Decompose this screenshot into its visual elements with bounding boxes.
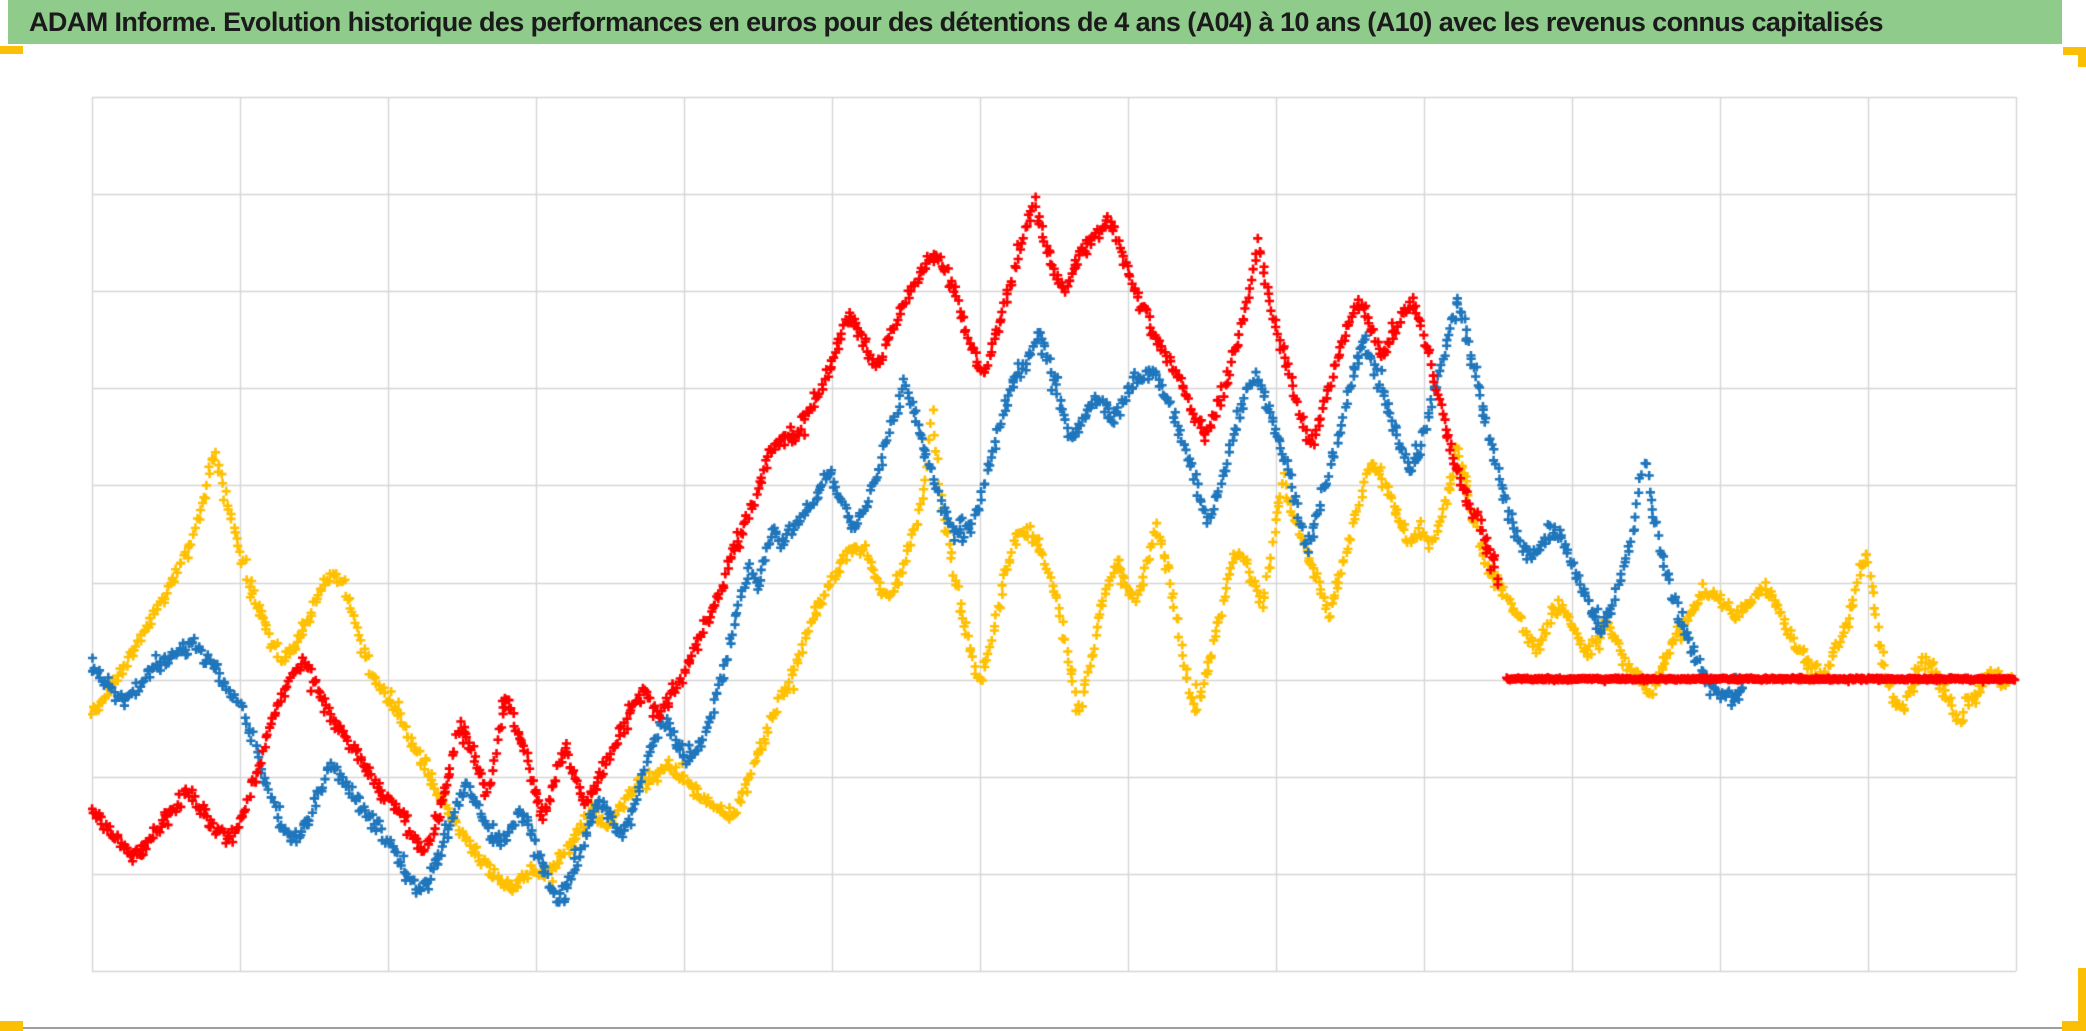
selection-handle-bottom-left[interactable] xyxy=(0,1021,23,1031)
selection-handle-top-right-vertical[interactable] xyxy=(2078,47,2086,67)
selection-handle-bottom-right-vertical[interactable] xyxy=(2078,968,2086,1031)
sheet-bottom-edge-line xyxy=(23,1027,2062,1029)
chart-title-banner: ADAM Informe. Evolution historique des p… xyxy=(8,0,2062,44)
selection-handle-bottom-right[interactable] xyxy=(2062,1021,2086,1031)
chart-title-text: ADAM Informe. Evolution historique des p… xyxy=(29,6,1884,37)
selection-handle-top-left[interactable] xyxy=(0,46,23,54)
selection-handle-top-right[interactable] xyxy=(2063,47,2086,55)
